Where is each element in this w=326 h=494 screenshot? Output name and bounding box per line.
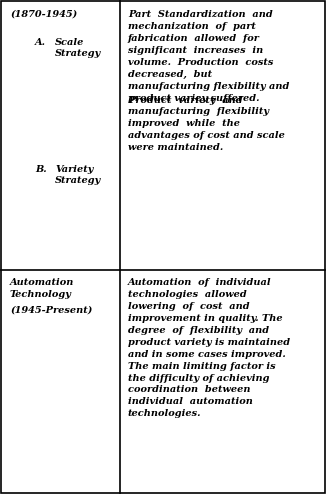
Text: Automation  of  individual
technologies  allowed
lowering  of  cost  and
improve: Automation of individual technologies al… bbox=[128, 278, 290, 418]
Text: A.: A. bbox=[35, 38, 46, 47]
Text: Variety: Variety bbox=[55, 165, 93, 174]
Text: Automation
Technology: Automation Technology bbox=[10, 278, 74, 299]
Text: Scale: Scale bbox=[55, 38, 84, 47]
Text: B.: B. bbox=[35, 165, 47, 174]
Text: Part  Standardization  and
mechanization  of  part
fabrication  allowed  for
sig: Part Standardization and mechanization o… bbox=[128, 10, 289, 103]
Text: Product  variety  and
manufacturing  flexibility
improved  while  the
advantages: Product variety and manufacturing flexib… bbox=[128, 95, 285, 152]
Text: Strategy: Strategy bbox=[55, 176, 101, 185]
Text: (1870-1945): (1870-1945) bbox=[10, 10, 77, 19]
Text: Strategy: Strategy bbox=[55, 49, 101, 58]
Text: (1945-Present): (1945-Present) bbox=[10, 306, 92, 315]
